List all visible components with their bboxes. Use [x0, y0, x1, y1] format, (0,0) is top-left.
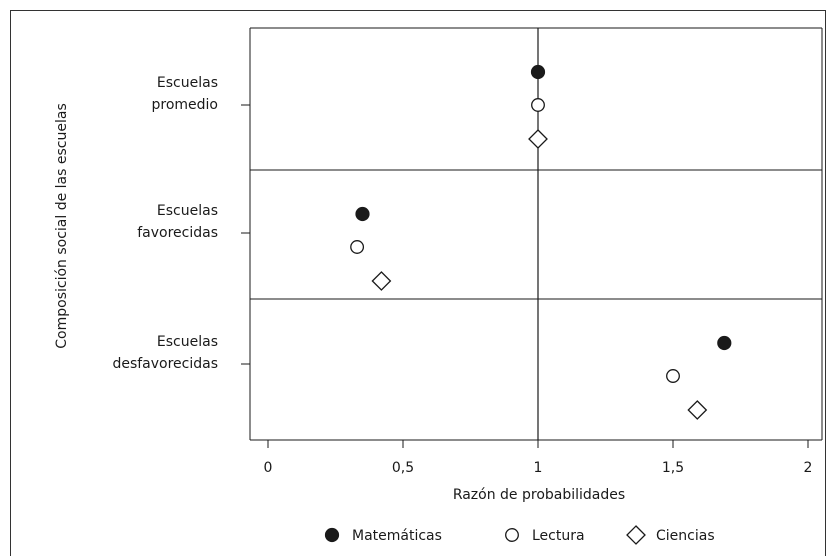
y-category-label: promedio [152, 97, 219, 113]
legend-marker [626, 525, 646, 545]
data-point [687, 400, 708, 420]
x-tick-label: 0,5 [392, 460, 414, 476]
data-point [371, 271, 392, 291]
y-axis-title: Composición social de las escuelas [54, 103, 70, 348]
x-tick-label: 1 [534, 460, 543, 476]
legend-marker [505, 528, 519, 542]
data-point [717, 335, 732, 351]
data-point [531, 98, 545, 112]
y-category-label: Escuelas [157, 75, 218, 91]
y-category-label: Escuelas [157, 334, 218, 350]
x-axis-title: Razón de probabilidades [453, 487, 625, 503]
data-point [528, 129, 548, 149]
legend-label: Lectura [532, 528, 585, 544]
y-category-label: favorecidas [137, 225, 218, 241]
x-tick-label: 0 [264, 460, 273, 476]
y-category-label: Escuelas [157, 203, 218, 219]
y-category-label: desfavorecidas [112, 356, 218, 372]
x-tick-label: 1,5 [662, 460, 684, 476]
data-point [530, 64, 546, 80]
data-point [666, 369, 680, 383]
data-point [350, 240, 365, 254]
figure-frame [10, 10, 826, 556]
legend-marker [324, 527, 340, 543]
legend-label: Ciencias [656, 528, 715, 544]
x-tick-label: 2 [804, 460, 813, 476]
data-point [355, 206, 370, 222]
legend-label: Matemáticas [352, 528, 442, 544]
